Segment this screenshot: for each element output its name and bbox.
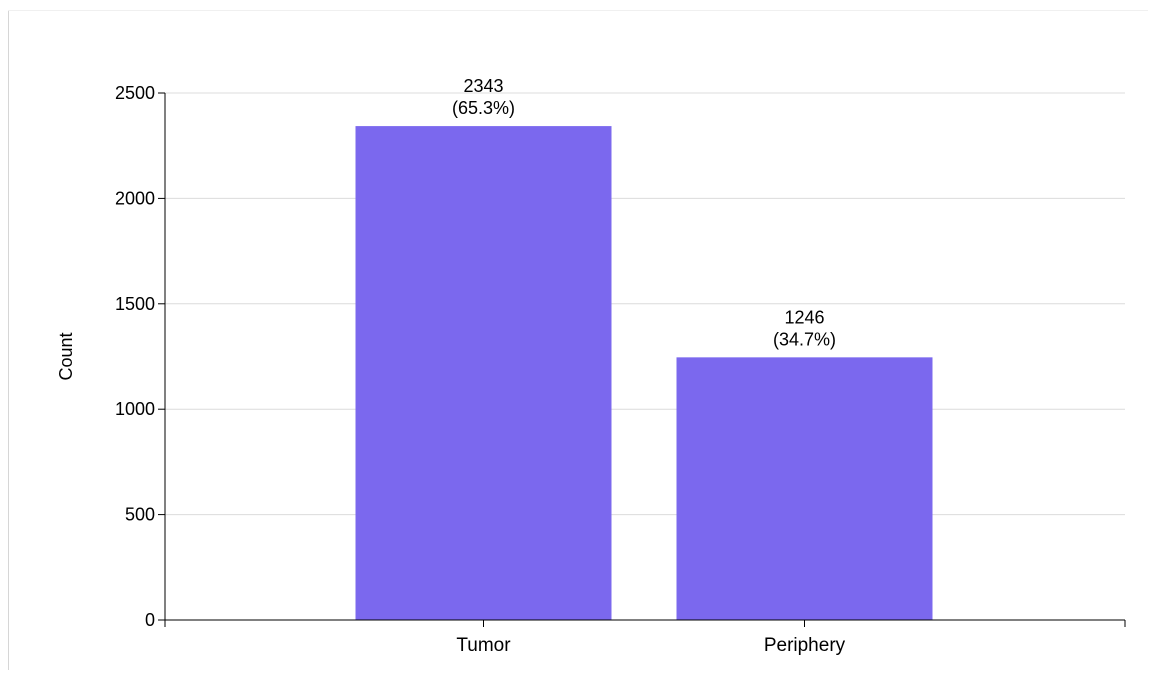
y-tick-label: 500 [125,505,155,525]
x-tick-label: Tumor [456,635,511,656]
y-tick-label: 2000 [115,188,155,208]
bar-tumor [355,126,612,621]
data-label-percent: (65.3%) [452,98,515,118]
y-axis-label: Count [56,332,76,380]
bars [355,126,933,621]
gridlines [165,92,1125,516]
data-label-percent: (34.7%) [773,329,836,349]
y-tick-label: 0 [145,610,155,630]
x-axis-ticks: Tumor Periphery [164,620,1126,656]
axes [164,93,1125,621]
y-tick-label: 1000 [115,399,155,419]
y-tick-label: 2500 [115,83,155,103]
data-label-count: 2343 [463,76,503,96]
data-labels: 2343(65.3%) 1246(34.7%) [452,76,836,349]
y-tick-label: 1500 [115,294,155,314]
y-axis-ticks: 0 500 1000 1500 2000 2500 [115,83,165,630]
panel-border-left [8,10,9,670]
data-label-count: 1246 [784,307,824,327]
panel-border-top [8,10,1148,11]
x-tick-label: Periphery [764,635,846,656]
bar-periphery [676,357,933,620]
